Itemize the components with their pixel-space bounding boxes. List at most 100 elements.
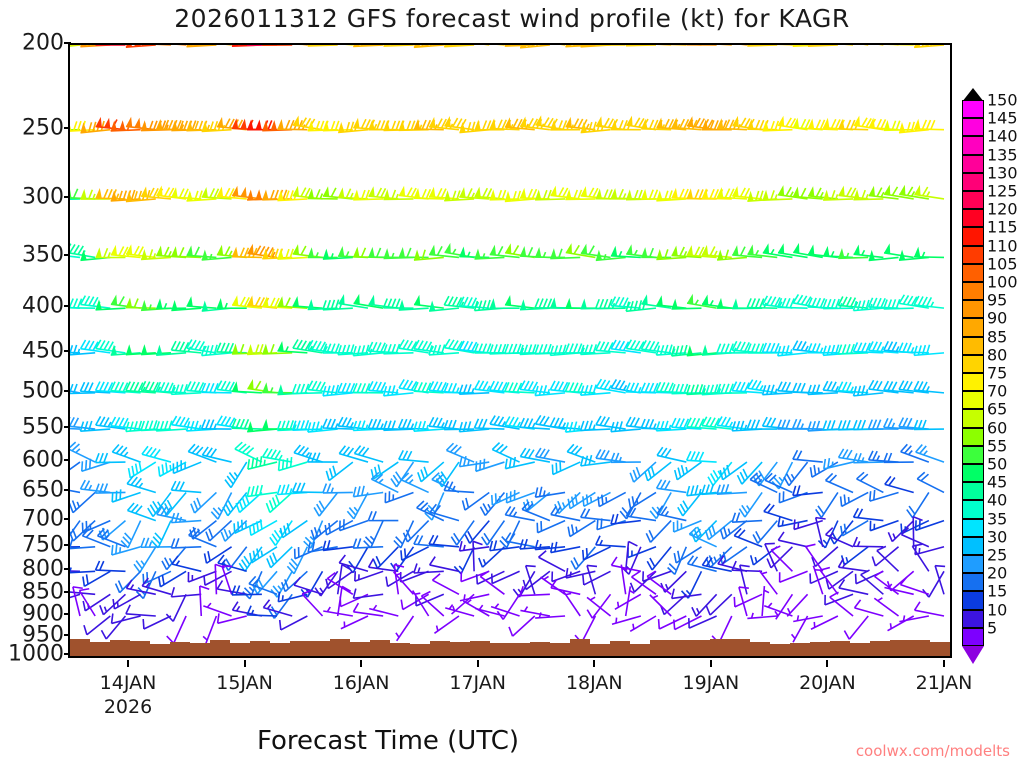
y-axis-tick	[64, 517, 71, 520]
y-axis-tick	[64, 389, 71, 392]
colorbar-swatch	[962, 118, 984, 137]
x-axis-tick	[943, 660, 945, 667]
colorbar-swatch	[962, 209, 984, 228]
y-axis-tick	[64, 42, 71, 44]
colorbar-tick-label: 145	[987, 108, 1018, 128]
colorbar-tick-label: 90	[987, 308, 1008, 328]
page-title: 2026011312 GFS forecast wind profile (kt…	[174, 4, 850, 33]
wind-barb-row	[70, 540, 945, 600]
colorbar-swatch	[962, 263, 984, 282]
x-axis: 14JAN 2026 15JAN 16JAN 17JAN 18JAN 19JAN 20JAN 2…	[68, 660, 972, 720]
wind-barb-row	[70, 500, 945, 549]
y-axis-tick	[64, 489, 71, 492]
colorbar-tick-label: 70	[987, 381, 1008, 401]
x-axis-year-label: 2026	[103, 696, 153, 718]
colorbar-tick-label: 140	[987, 126, 1018, 146]
y-axis-label: 300	[22, 184, 64, 210]
colorbar-tick-label: 80	[987, 345, 1008, 365]
y-axis-tick	[64, 305, 71, 308]
colorbar-swatch	[962, 482, 984, 501]
wind-barb-row	[70, 293, 945, 313]
y-axis-label: 800	[22, 556, 64, 582]
colorbar-tick-label: 55	[987, 436, 1008, 456]
colorbar-tick-label: 75	[987, 363, 1008, 383]
colorbar-swatch	[962, 336, 984, 355]
colorbar-tick-label: 130	[987, 163, 1018, 183]
y-axis-label: 950	[22, 622, 64, 648]
colorbar-swatch	[962, 136, 984, 155]
colorbar-tick-label: 125	[987, 181, 1018, 201]
colorbar-swatch	[962, 318, 984, 337]
colorbar-tick-label: 30	[987, 527, 1008, 547]
y-axis-tick	[64, 459, 71, 462]
colorbar-swatch	[962, 373, 984, 392]
wind-barb-row	[70, 242, 945, 262]
colorbar-swatch	[962, 445, 984, 464]
y-axis-label: 900	[22, 601, 64, 627]
colorbar-tick-label: 85	[987, 327, 1008, 347]
wind-barb-row	[70, 516, 945, 576]
colorbar-swatch	[962, 464, 984, 483]
plot-area	[68, 43, 952, 658]
y-axis-tick	[64, 426, 71, 429]
colorbar-swatch	[962, 591, 984, 610]
colorbar-swatch	[962, 100, 984, 119]
colorbar-tick-label: 10	[987, 600, 1008, 620]
y-axis-tick	[64, 195, 71, 198]
colorbar-tick-label: 5	[987, 618, 998, 638]
colorbar-tick-label: 135	[987, 145, 1018, 165]
wind-barb-row	[70, 338, 945, 357]
colorbar-swatch	[962, 555, 984, 574]
x-axis-tick	[709, 660, 712, 667]
colorbar-tick-label: 45	[987, 472, 1008, 492]
colorbar-swatch	[962, 154, 984, 173]
x-axis-tick	[476, 660, 479, 667]
terrain-polygon	[70, 639, 950, 656]
y-axis-tick	[64, 349, 71, 352]
y-axis-label: 450	[22, 338, 64, 364]
colorbar-swatch	[962, 427, 984, 446]
wind-barb-row	[70, 378, 945, 397]
y-axis-label: 200	[22, 30, 64, 56]
x-axis-tick	[360, 660, 363, 667]
colorbar-swatch	[962, 282, 984, 301]
y-axis-tick	[64, 254, 71, 257]
colorbar-tick-label: 40	[987, 490, 1008, 510]
colorbar-tick-label: 15	[987, 581, 1008, 601]
colorbar-over-arrow	[962, 88, 984, 102]
y-axis-label: 350	[22, 242, 64, 268]
y-axis-label: 1000	[8, 641, 64, 667]
colorbar-tick-label: 20	[987, 563, 1008, 583]
y-axis: 200 250 300 350 400 450 500 550 600 650 700 750 800 8…	[0, 31, 71, 667]
x-axis-label: 21JAN	[915, 672, 973, 694]
y-axis-label: 650	[22, 477, 64, 503]
colorbar-swatch	[962, 354, 984, 373]
colorbar-swatch	[962, 172, 984, 191]
colorbar-tick-label: 25	[987, 545, 1008, 565]
colorbar-swatch	[962, 191, 984, 210]
x-axis-tick	[826, 660, 829, 667]
colorbar-swatch	[962, 245, 984, 264]
y-axis-label: 600	[22, 447, 64, 473]
y-axis-label: 400	[22, 293, 64, 319]
x-axis-label: 18JAN	[565, 672, 623, 694]
wind-barb-field	[70, 45, 946, 645]
colorbar-tick-label: 105	[987, 254, 1018, 274]
colorbar-swatch	[962, 536, 984, 555]
colorbar: 150 145 140 135 130 125 120 115 110 105 100 95 90 85 8…	[962, 88, 1024, 664]
colorbar-swatch	[962, 500, 984, 519]
colorbar-swatch	[962, 300, 984, 319]
watermark: coolwx.com/modelts	[855, 742, 1010, 760]
x-axis-label: 16JAN	[332, 672, 390, 694]
colorbar-tick-label: 150	[987, 90, 1018, 110]
x-axis-tick	[593, 660, 596, 667]
colorbar-under-arrow	[962, 646, 984, 664]
colorbar-swatch	[962, 409, 984, 428]
wind-barb-row	[70, 563, 946, 622]
y-axis-tick	[64, 126, 71, 129]
colorbar-swatch	[962, 609, 984, 628]
x-axis-label: 15JAN	[216, 672, 273, 694]
colorbar-tick-label: 120	[987, 199, 1018, 219]
x-axis-tick	[243, 660, 246, 667]
